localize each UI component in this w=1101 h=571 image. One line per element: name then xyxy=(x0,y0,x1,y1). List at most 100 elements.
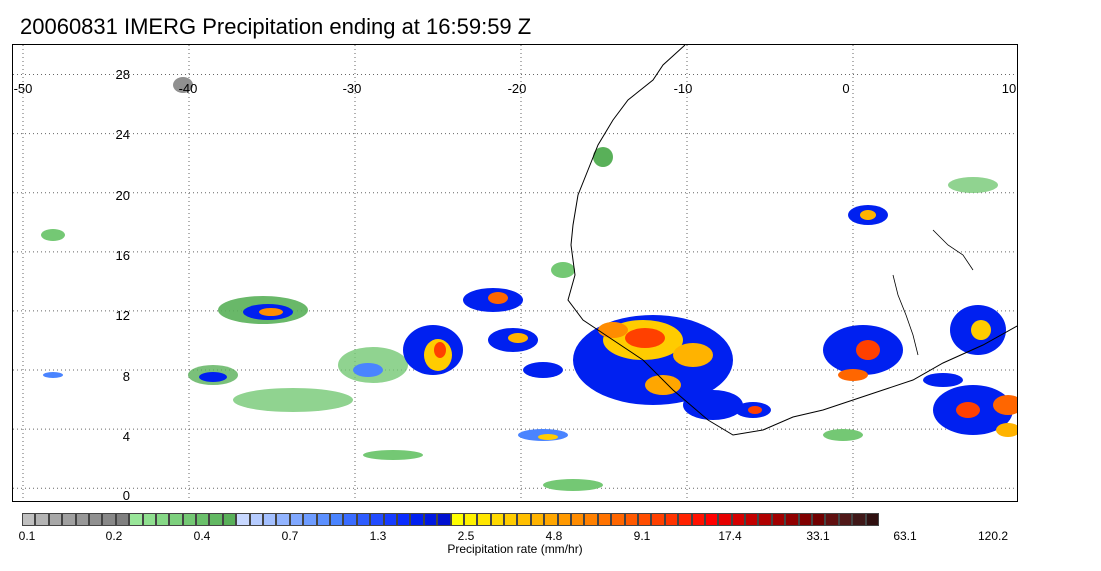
colorbar-swatch xyxy=(410,513,424,526)
lat-tick-label: 12 xyxy=(115,308,130,323)
precip-cell xyxy=(971,320,991,340)
precip-cell xyxy=(948,177,998,193)
colorbar-swatch xyxy=(62,513,76,526)
colorbar-swatch xyxy=(303,513,317,526)
colorbar-tick-label: 63.1 xyxy=(893,529,917,543)
colorbar-swatch xyxy=(490,513,505,526)
precip-cell xyxy=(43,372,63,378)
colorbar-swatch xyxy=(704,513,719,526)
river-outline xyxy=(932,229,974,271)
colorbar-swatch xyxy=(343,513,357,526)
colorbar-swatch xyxy=(169,513,183,526)
colorbar-swatch xyxy=(182,513,197,526)
precipitation-map xyxy=(12,44,1018,502)
precip-cell xyxy=(41,229,65,241)
colorbar-swatch xyxy=(597,513,612,526)
precip-cell xyxy=(508,333,528,343)
colorbar-swatch xyxy=(731,513,746,526)
colorbar-swatch xyxy=(289,513,304,526)
colorbar-swatch xyxy=(771,513,786,526)
lon-tick-label: -30 xyxy=(342,81,362,96)
colorbar-swatch xyxy=(504,513,518,526)
precip-cell xyxy=(538,434,558,440)
colorbar-swatch xyxy=(838,513,853,526)
colorbar-swatch xyxy=(276,513,290,526)
colorbar-swatch xyxy=(129,513,143,526)
lon-tick-label: -20 xyxy=(507,81,527,96)
colorbar-tick-label: 0.1 xyxy=(18,529,36,543)
colorbar-swatch xyxy=(530,513,545,526)
colorbar-swatch xyxy=(758,513,772,526)
colorbar-swatch xyxy=(637,513,652,526)
lat-tick-label: 4 xyxy=(122,429,130,444)
colorbar-swatch xyxy=(155,513,170,526)
precip-cell xyxy=(823,429,863,441)
graticule xyxy=(13,45,1017,501)
colorbar-swatch xyxy=(678,513,692,526)
precip-cell xyxy=(598,322,628,338)
colorbar-swatch xyxy=(852,513,866,526)
lon-tick-label: -50 xyxy=(13,81,33,96)
precip-cell xyxy=(923,373,963,387)
colorbar-swatch xyxy=(396,513,411,526)
colorbar-swatch xyxy=(35,513,49,526)
colorbar-swatch xyxy=(236,513,250,526)
precip-cell xyxy=(199,372,227,382)
precip-cell xyxy=(673,343,713,367)
precip-cell xyxy=(593,147,613,167)
map-canvas xyxy=(13,45,1017,501)
colorbar-swatch xyxy=(209,513,223,526)
colorbar-swatch xyxy=(557,513,572,526)
lat-tick-label: 24 xyxy=(115,127,130,142)
colorbar-swatch xyxy=(102,513,116,526)
precip-cell xyxy=(860,210,876,220)
colorbar-swatch xyxy=(825,513,839,526)
precip-cell xyxy=(233,388,353,412)
colorbar-tick-label: 4.8 xyxy=(545,529,563,543)
lon-tick-label: 0 xyxy=(842,81,850,96)
colorbar-swatch xyxy=(222,513,237,526)
colorbar-swatch xyxy=(316,513,330,526)
colorbar-tick-label: 17.4 xyxy=(718,529,742,543)
precip-cell xyxy=(956,402,980,418)
colorbar-swatch xyxy=(437,513,451,526)
precip-cell xyxy=(551,262,575,278)
colorbar-tick-label: 33.1 xyxy=(806,529,830,543)
precip-cell xyxy=(856,340,880,360)
precip-cell xyxy=(625,328,665,348)
precip-cell xyxy=(748,406,762,414)
colorbar-tick-label: 0.4 xyxy=(193,529,211,543)
colorbar-swatch xyxy=(383,513,397,526)
precip-cell xyxy=(488,292,508,304)
colorbar-swatch xyxy=(370,513,384,526)
colorbar-swatch xyxy=(517,513,531,526)
colorbar-swatch xyxy=(571,513,585,526)
colorbar-swatch xyxy=(624,513,638,526)
colorbar-swatch xyxy=(75,513,89,526)
precip-cell xyxy=(993,395,1017,415)
precip-cell xyxy=(523,362,563,378)
colorbar-swatch xyxy=(584,513,598,526)
lon-tick-label: 10 xyxy=(1001,81,1017,96)
colorbar-swatch xyxy=(544,513,558,526)
colorbar-swatch xyxy=(48,513,63,526)
colorbar-swatch xyxy=(450,513,464,526)
colorbar-tick-label: 0.2 xyxy=(105,529,123,543)
lon-tick-label: -40 xyxy=(178,81,198,96)
colorbar-swatch xyxy=(423,513,438,526)
precip-cell xyxy=(645,375,681,395)
precip-cell xyxy=(683,390,743,420)
colorbar-swatch xyxy=(22,513,36,526)
colorbar-swatch xyxy=(356,513,371,526)
colorbar-swatch xyxy=(477,513,491,526)
precipitation-field xyxy=(41,77,1017,491)
coastline xyxy=(567,45,1017,436)
precip-cell xyxy=(363,450,423,460)
precip-cell xyxy=(838,369,868,381)
colorbar-tick-label: 9.1 xyxy=(633,529,651,543)
lon-tick-label: -10 xyxy=(673,81,693,96)
lat-tick-label: 16 xyxy=(115,248,130,263)
lat-tick-label: 20 xyxy=(115,188,130,203)
precip-cell xyxy=(173,77,193,93)
colorbar-swatch xyxy=(115,513,130,526)
